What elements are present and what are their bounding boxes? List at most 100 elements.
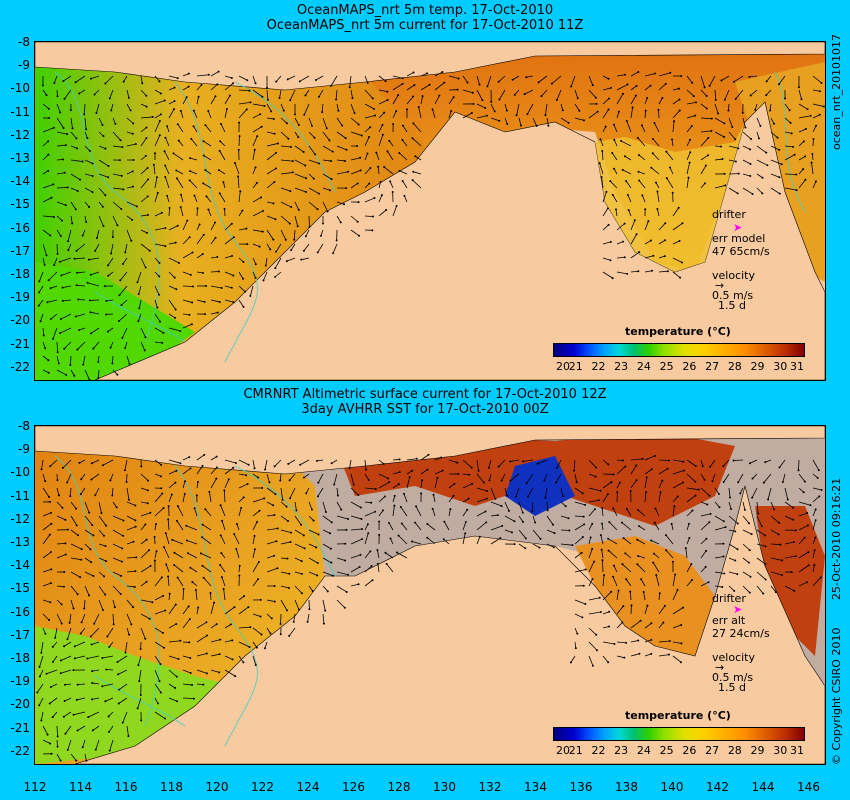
current-arrow-head: [732, 80, 735, 83]
current-arrow-head: [104, 544, 107, 547]
current-arrow-head: [704, 565, 707, 568]
current-arrow: [95, 739, 100, 750]
current-arrow-head: [383, 495, 386, 498]
current-arrow-head: [146, 195, 149, 198]
current-arrow-head: [263, 104, 266, 107]
current-arrow: [42, 627, 46, 634]
current-arrow: [98, 515, 107, 526]
current-arrow-head: [274, 267, 277, 270]
current-arrow-head: [734, 97, 737, 100]
current-arrow-head: [71, 222, 74, 225]
current-arrow: [121, 299, 128, 306]
current-arrow-head: [734, 559, 737, 562]
current-arrow-head: [388, 521, 391, 524]
current-arrow: [252, 627, 262, 635]
current-arrow-head: [794, 529, 797, 532]
current-arrow-head: [62, 127, 65, 130]
current-arrow-head: [608, 610, 611, 613]
current-arrow: [224, 271, 234, 276]
current-arrow: [106, 669, 114, 671]
current-arrow: [602, 641, 615, 645]
current-arrow: [504, 103, 508, 111]
current-arrow-head: [59, 318, 62, 321]
current-arrow: [616, 655, 625, 659]
current-arrow-head: [89, 311, 92, 314]
current-arrow-head: [121, 336, 124, 339]
current-arrow-head: [86, 281, 89, 284]
current-arrow: [252, 182, 258, 189]
current-arrow-head: [136, 707, 139, 710]
current-arrow-head: [379, 180, 382, 183]
current-arrow-head: [105, 299, 108, 302]
current-arrow-head: [555, 98, 558, 101]
current-arrow: [652, 152, 660, 161]
current-arrow: [602, 191, 607, 203]
current-arrow: [613, 124, 618, 133]
current-arrow: [434, 477, 438, 489]
current-arrow-head: [148, 617, 151, 620]
current-arrow: [182, 220, 188, 231]
current-arrow: [252, 473, 259, 478]
current-arrow-head: [689, 151, 692, 154]
current-arrow-head: [245, 108, 248, 111]
current-arrow: [236, 523, 240, 531]
current-arrow: [560, 117, 569, 124]
current-arrow-head: [111, 236, 114, 239]
current-arrow: [364, 487, 376, 490]
current-arrow: [40, 641, 44, 653]
current-arrow-head: [66, 133, 69, 136]
current-arrow: [420, 96, 423, 105]
current-arrow-head: [87, 716, 90, 719]
current-arrow: [82, 229, 86, 236]
current-arrow-head: [694, 101, 697, 104]
current-arrow-head: [761, 192, 764, 195]
current-arrow: [280, 541, 291, 545]
current-arrow-head: [275, 80, 278, 83]
current-arrow: [163, 546, 170, 559]
current-arrow: [672, 271, 681, 278]
current-arrow: [140, 512, 151, 517]
current-arrow: [714, 487, 720, 495]
current-arrow-head: [260, 633, 263, 636]
current-arrow-head: [294, 113, 297, 116]
current-arrow-head: [637, 639, 640, 642]
current-arrow-head: [708, 521, 711, 524]
current-arrow: [754, 103, 758, 110]
current-arrow-head: [736, 192, 739, 195]
current-arrow-head: [38, 291, 41, 294]
current-arrow-head: [102, 135, 105, 138]
current-arrow: [672, 240, 680, 245]
current-arrow: [56, 753, 61, 761]
current-arrow: [321, 103, 324, 113]
current-arrow: [412, 137, 422, 147]
top-lat-label: -12: [10, 127, 30, 142]
current-arrow: [551, 75, 562, 84]
current-arrow-head: [357, 583, 360, 586]
current-arrow-head: [401, 180, 404, 183]
current-arrow-head: [219, 638, 222, 641]
current-arrow-head: [426, 468, 429, 471]
current-arrow: [798, 537, 805, 545]
current-arrow: [126, 131, 133, 135]
current-arrow-head: [77, 298, 80, 301]
current-arrow-head: [600, 176, 603, 179]
current-arrow-head: [654, 507, 657, 510]
current-arrow: [686, 495, 696, 503]
current-arrow: [294, 131, 299, 138]
current-arrow-head: [121, 547, 124, 550]
current-arrow: [154, 473, 162, 477]
current-arrow: [487, 75, 492, 87]
current-arrow-head: [398, 151, 401, 154]
current-arrow-head: [397, 534, 400, 537]
current-arrow-head: [60, 274, 63, 277]
current-arrow-head: [119, 593, 122, 596]
current-arrow: [289, 89, 296, 101]
current-arrow: [613, 565, 618, 573]
current-arrow-head: [170, 493, 173, 496]
current-arrow-head: [575, 481, 578, 484]
current-arrow-head: [52, 215, 55, 218]
current-arrow-head: [153, 559, 156, 562]
current-arrow: [36, 683, 44, 693]
current-arrow-head: [348, 86, 351, 89]
current-arrow: [350, 183, 358, 189]
